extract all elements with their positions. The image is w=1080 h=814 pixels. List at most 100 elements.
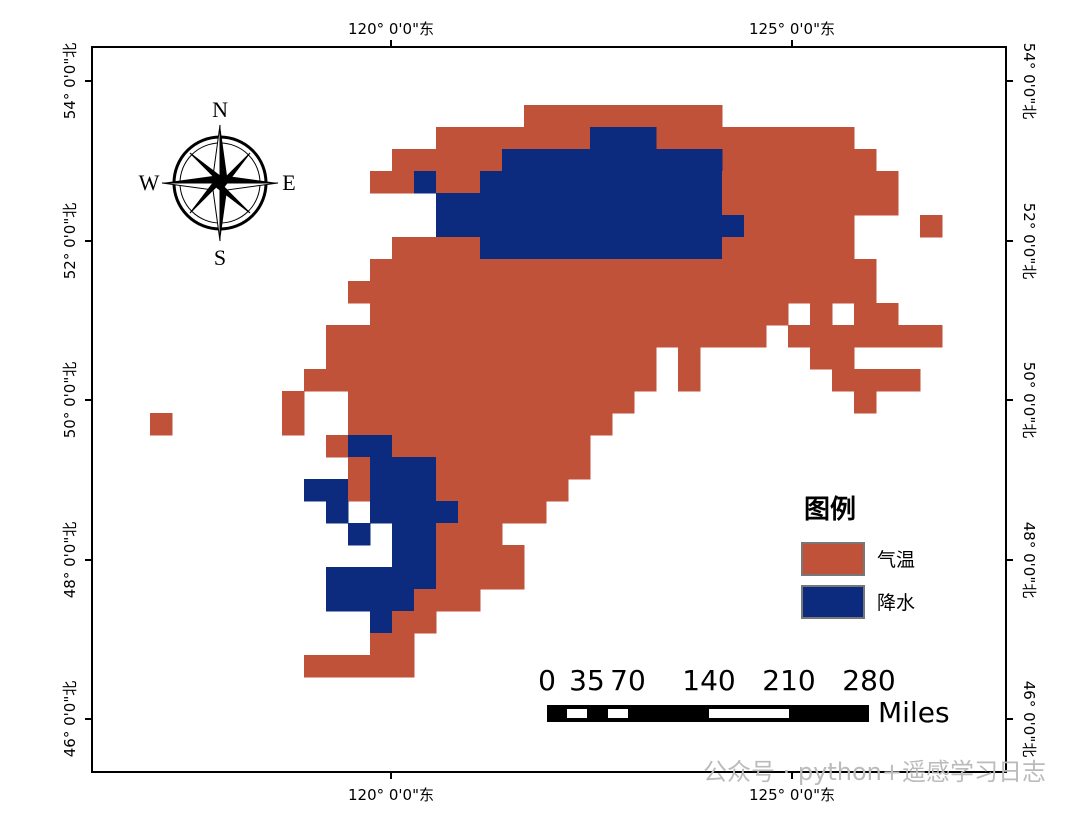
raster-cell [304,479,349,502]
longitude-label: 125° 0'0"东 [749,786,835,804]
legend-swatch [801,585,865,619]
raster-cell [326,567,437,590]
raster-cell [348,457,371,480]
raster-cell [326,325,767,348]
raster-cell [392,435,591,458]
raster-cell [370,171,415,194]
compass-west: W [139,170,160,195]
scale-label: 0 [538,664,556,697]
raster-cell [326,501,349,524]
scale-bar-segment [709,709,789,718]
longitude-label: 125° 0'0"东 [749,20,835,38]
raster-cell [436,193,723,216]
legend: 图例 气温 降水 [801,495,915,619]
raster-cell [414,589,481,612]
raster-cell [370,501,459,524]
raster-cell [502,545,525,568]
raster-cell [502,567,525,590]
scale-bar-body [547,705,869,722]
raster-cell [348,391,635,414]
raster-cell [326,435,349,458]
latitude-label: 52° 0'0"北 [61,203,79,279]
frame-ticks: 120° 0'0"东 120° 0'0"东 125° 0'0"东 125° 0'0"东… [61,20,1038,804]
raster-cell [282,413,305,436]
raster-cell [370,303,789,326]
raster-cell [370,479,437,502]
raster-cell [304,369,657,392]
raster-cell [348,479,371,502]
raster-cell [722,193,899,216]
raster-cell [392,545,437,568]
scale-label: 70 [610,664,646,697]
raster-cells [150,105,943,678]
raster-cell [348,435,393,458]
raster-cell [854,303,899,326]
raster-cell [326,589,415,612]
legend-label: 降水 [877,592,915,614]
raster-cell [788,325,943,348]
raster-cell [436,567,503,590]
raster-cell [150,413,173,436]
raster-cell [370,259,877,282]
raster-cell [920,215,943,238]
raster-cell [436,457,591,480]
latitude-label: 54° 0'0"北 [1020,43,1038,119]
raster-cell [722,237,855,260]
raster-cell [436,479,569,502]
compass-point [189,152,251,214]
raster-cell [678,347,701,370]
raster-cell [304,655,415,678]
compass-north: N [212,97,228,122]
raster-cell [436,215,745,238]
latitude-label: 52° 0'0"北 [1020,203,1038,279]
latitude-label: 46° 0'0"北 [1020,681,1038,757]
raster-cell [370,633,415,656]
raster-cell [436,545,503,568]
raster-cell [282,391,305,414]
raster-cell [326,347,657,370]
raster-cell [810,347,855,370]
raster-cell [524,105,723,128]
watermark: 公众号 · python+遥感学习日志 [703,758,1046,786]
raster-cell [392,237,481,260]
scale-unit: Miles [878,696,950,729]
raster-cell [480,237,723,260]
raster-cell [436,171,481,194]
compass: N S W E [139,97,296,270]
latitude-label: 46° 0'0"北 [61,681,79,757]
raster-cell [348,523,371,546]
latitude-label: 48° 0'0"北 [1020,522,1038,598]
raster-cell [392,523,437,546]
scale-bar-segment [608,709,628,718]
raster-cell [392,611,437,634]
raster-cell [348,413,613,436]
raster-cell [744,215,855,238]
raster-cell [832,369,921,392]
scale-label: 140 [682,664,735,697]
scale-bar: 0 35 70 140 210 280 Miles [538,664,949,729]
latitude-label: 54° 0'0"北 [61,43,79,119]
raster-cell [370,457,437,480]
raster-cell [348,281,877,304]
raster-cell [722,171,899,194]
raster-cell [436,523,503,546]
longitude-label: 120° 0'0"东 [348,786,434,804]
raster-cell [370,611,393,634]
scale-bar-segment [567,709,587,718]
legend-label: 气温 [877,549,915,571]
scale-label: 35 [569,664,605,697]
raster-cell [458,501,547,524]
latitude-label: 50° 0'0"北 [61,362,79,438]
raster-cell [414,171,437,194]
legend-swatch [801,542,865,576]
raster-cell [480,171,723,194]
compass-east: E [282,170,295,195]
longitude-label: 120° 0'0"东 [348,20,434,38]
legend-title: 图例 [804,495,856,525]
scale-label: 280 [842,664,895,697]
compass-south: S [214,245,226,270]
raster-cell [854,391,877,414]
raster-cell [810,303,833,326]
raster-cell [678,369,701,392]
